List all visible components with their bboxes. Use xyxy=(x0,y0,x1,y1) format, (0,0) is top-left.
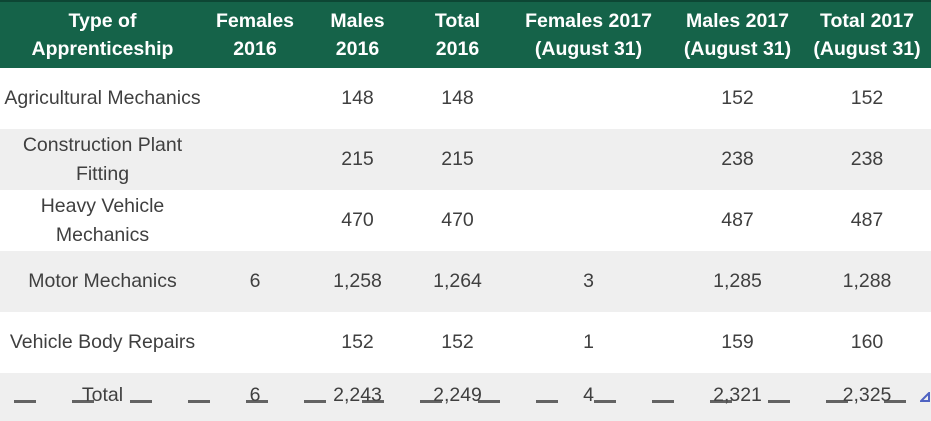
table-body: Agricultural Mechanics 148 148 152 152 C… xyxy=(0,68,931,421)
cell-females-2016: 6 xyxy=(205,373,305,421)
cell-total-2016: 152 xyxy=(410,312,505,373)
cell-males-2017: 487 xyxy=(672,190,803,251)
header-line1: Total 2017 xyxy=(820,10,914,32)
header-line1: Males 2017 xyxy=(686,10,789,32)
cell-total-2017: 238 xyxy=(803,129,931,190)
cell-total-2017: 160 xyxy=(803,312,931,373)
header-line1: Type of xyxy=(68,10,137,32)
cell-males-2017: 238 xyxy=(672,129,803,190)
header-line2: 2016 xyxy=(435,38,480,60)
header-line1: Males xyxy=(330,10,385,32)
table-row-motor-mechanics: Motor Mechanics 6 1,258 1,264 3 1,285 1,… xyxy=(0,251,931,312)
cell-total-2016: 1,264 xyxy=(410,251,505,312)
row-label: Total xyxy=(0,373,205,421)
cell-males-2017: 159 xyxy=(672,312,803,373)
resize-handle-icon[interactable] xyxy=(920,392,930,402)
cell-females-2017: 1 xyxy=(505,312,672,373)
cell-total-2017: 487 xyxy=(803,190,931,251)
cell-males-2016: 1,258 xyxy=(305,251,410,312)
table-row-total: Total 6 2,243 2,249 4 2,321 2,325 xyxy=(0,373,931,421)
row-label: Vehicle Body Repairs xyxy=(0,312,205,373)
cell-males-2016: 215 xyxy=(305,129,410,190)
table-header: Type of Apprenticeship Females 2016 Male… xyxy=(0,0,931,68)
cell-total-2016: 148 xyxy=(410,68,505,129)
row-label: Construction Plant Fitting xyxy=(0,129,205,190)
col-header-females-2017: Females 2017 (August 31) xyxy=(505,0,672,68)
header-row: Type of Apprenticeship Females 2016 Male… xyxy=(0,0,931,68)
cell-males-2017: 2,321 xyxy=(672,373,803,421)
cell-total-2016: 215 xyxy=(410,129,505,190)
cell-females-2016: 6 xyxy=(205,251,305,312)
header-line2: (August 31) xyxy=(534,38,643,60)
cell-males-2017: 152 xyxy=(672,68,803,129)
header-line2: (August 31) xyxy=(683,38,792,60)
table-row-vehicle-body-repairs: Vehicle Body Repairs 152 152 1 159 160 xyxy=(0,312,931,373)
table-row-agricultural-mechanics: Agricultural Mechanics 148 148 152 152 xyxy=(0,68,931,129)
header-line2: Apprenticeship xyxy=(31,38,174,60)
cell-total-2016: 470 xyxy=(410,190,505,251)
header-line2: 2016 xyxy=(233,38,277,60)
header-line1: Females 2017 xyxy=(525,10,652,32)
header-line2: 2016 xyxy=(335,38,380,60)
col-header-males-2016: Males 2016 xyxy=(305,0,410,68)
cell-males-2016: 148 xyxy=(305,68,410,129)
cell-females-2017 xyxy=(505,68,672,129)
cell-total-2017: 1,288 xyxy=(803,251,931,312)
cell-total-2017: 2,325 xyxy=(803,373,931,421)
table-row-heavy-vehicle-mechanics: Heavy Vehicle Mechanics 470 470 487 487 xyxy=(0,190,931,251)
cell-females-2016 xyxy=(205,312,305,373)
header-line1: Females xyxy=(215,10,295,32)
header-line1: Total xyxy=(434,10,481,32)
col-header-females-2016: Females 2016 xyxy=(205,0,305,68)
col-header-total-2017: Total 2017 (August 31) xyxy=(803,0,931,68)
cell-total-2016: 2,249 xyxy=(410,373,505,421)
row-label: Motor Mechanics xyxy=(0,251,205,312)
row-label: Agricultural Mechanics xyxy=(0,68,205,129)
cell-females-2017: 3 xyxy=(505,251,672,312)
header-line2: (August 31) xyxy=(813,38,921,60)
cell-females-2017: 4 xyxy=(505,373,672,421)
col-header-type-of-apprenticeship: Type of Apprenticeship xyxy=(0,0,205,68)
cell-males-2016: 470 xyxy=(305,190,410,251)
cell-males-2016: 2,243 xyxy=(305,373,410,421)
cell-females-2016 xyxy=(205,129,305,190)
cell-males-2016: 152 xyxy=(305,312,410,373)
table-row-construction-plant-fitting: Construction Plant Fitting 215 215 238 2… xyxy=(0,129,931,190)
col-header-total-2016: Total 2016 xyxy=(410,0,505,68)
cell-females-2016 xyxy=(205,190,305,251)
cell-females-2017 xyxy=(505,190,672,251)
cell-total-2017: 152 xyxy=(803,68,931,129)
col-header-males-2017: Males 2017 (August 31) xyxy=(672,0,803,68)
cell-females-2017 xyxy=(505,129,672,190)
row-label: Heavy Vehicle Mechanics xyxy=(0,190,205,251)
cell-females-2016 xyxy=(205,68,305,129)
cell-males-2017: 1,285 xyxy=(672,251,803,312)
